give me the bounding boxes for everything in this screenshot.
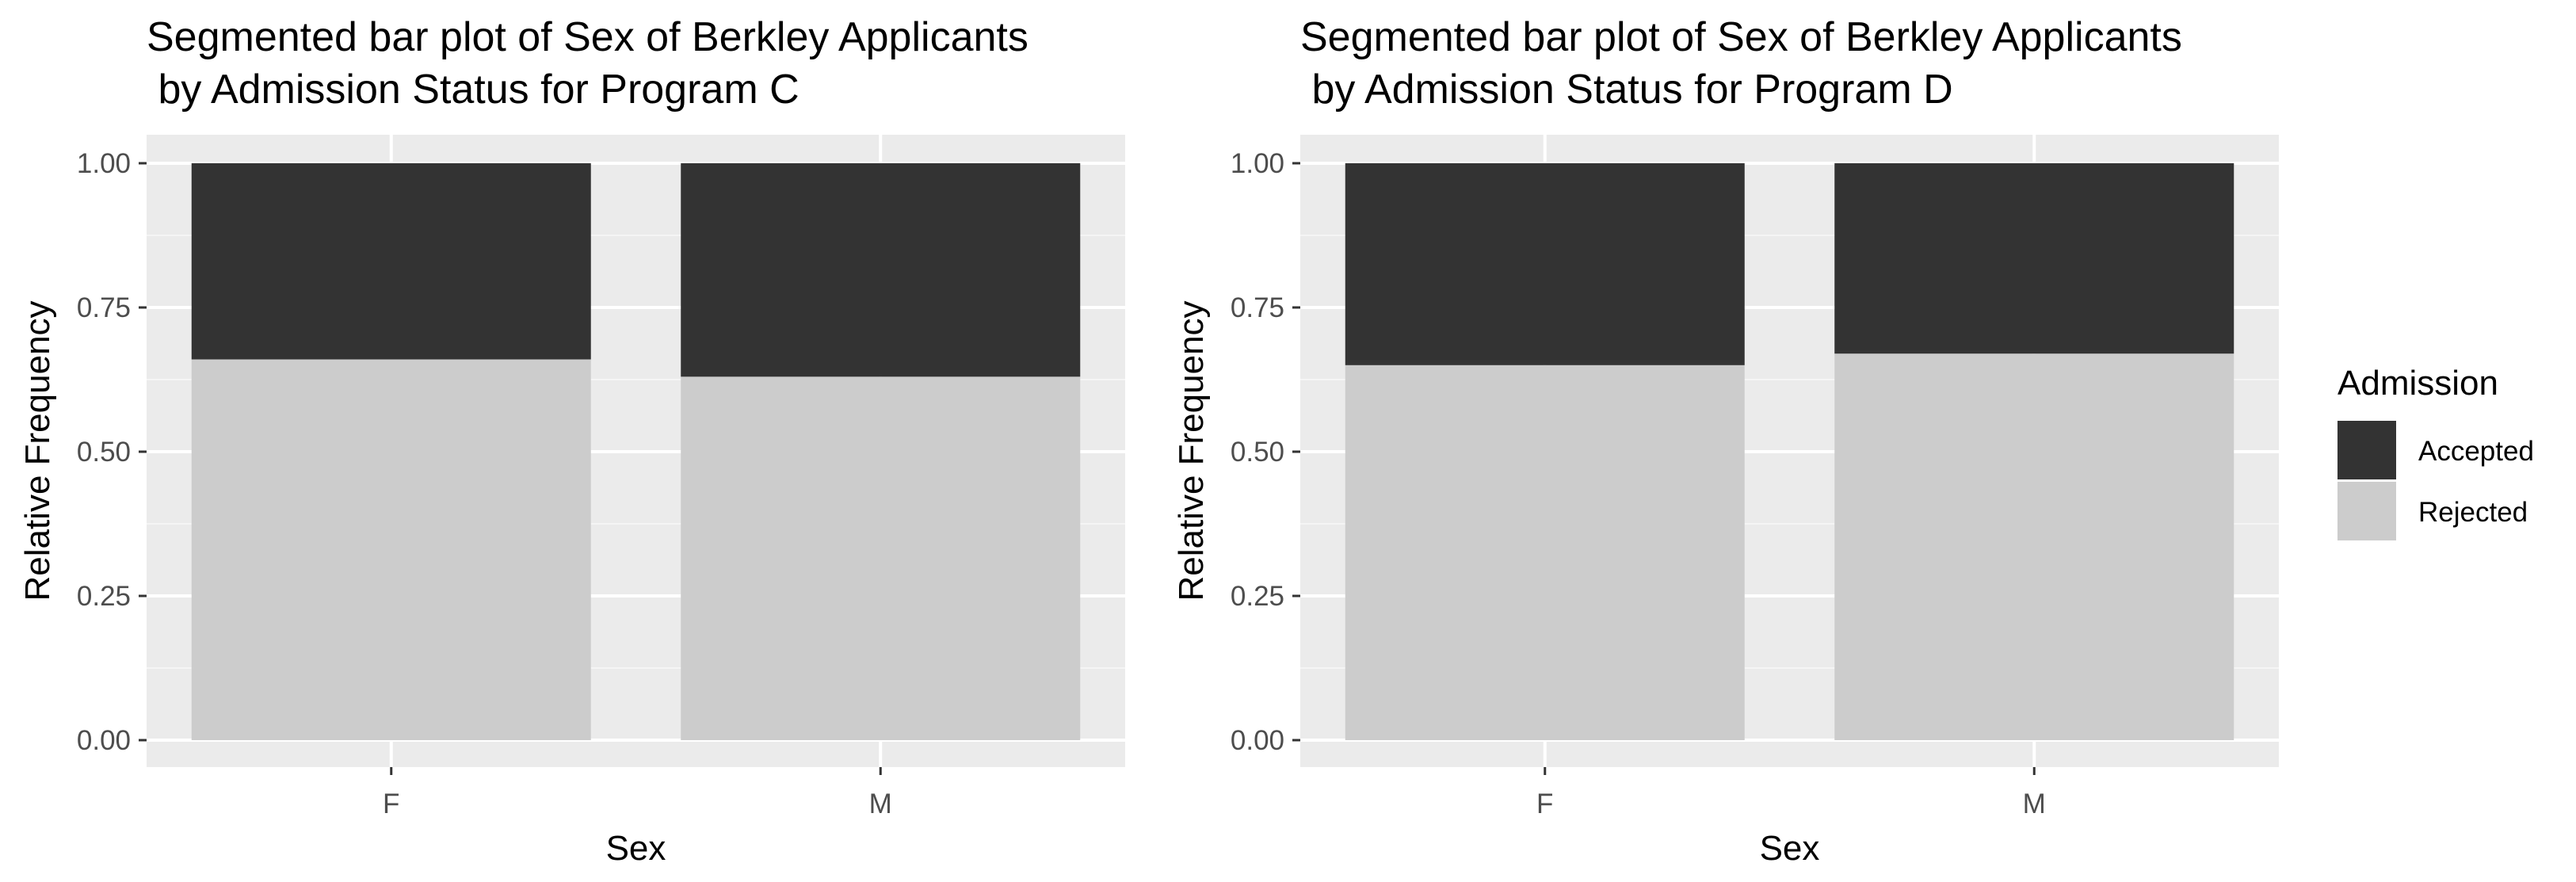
x-tick-label: F (383, 788, 399, 819)
chart-title-line: Segmented bar plot of Sex of Berkley App… (1300, 14, 2182, 60)
y-tick-label: 0.25 (77, 581, 131, 612)
y-axis-title: Relative Frequency (18, 300, 57, 601)
x-tick-label: M (2023, 788, 2046, 819)
y-tick-label: 0.25 (1231, 581, 1284, 612)
y-axis-title: Relative Frequency (1172, 300, 1211, 601)
bar-rejected-m (681, 376, 1081, 740)
bar-rejected-f (1345, 365, 1745, 740)
legend-title: Admission (2337, 364, 2498, 403)
chart-title: Segmented bar plot of Sex of Berkley App… (147, 14, 1028, 113)
bar-rejected-f (191, 359, 591, 740)
y-tick-label: 1.00 (1231, 148, 1284, 179)
chart-title: Segmented bar plot of Sex of Berkley App… (1300, 14, 2182, 113)
legend-key-rejected (2337, 482, 2396, 540)
y-tick-label: 0.50 (77, 437, 131, 468)
y-tick-label: 0.50 (1231, 437, 1284, 468)
x-axis-title: Sex (606, 829, 666, 868)
legend-label: Rejected (2418, 497, 2528, 528)
y-tick-label: 0.75 (77, 292, 131, 323)
chart-title-line: by Admission Status for Program D (1300, 67, 1953, 113)
x-tick-label: M (869, 788, 892, 819)
chart-panel-1: Segmented bar plot of Sex of Berkley App… (18, 14, 1125, 868)
bar-accepted-f (191, 163, 591, 360)
bar-accepted-m (681, 163, 1081, 377)
chart-title-line: Segmented bar plot of Sex of Berkley App… (147, 14, 1028, 60)
x-axis-title: Sex (1760, 829, 1820, 868)
y-tick-label: 1.00 (77, 148, 131, 179)
legend-label: Accepted (2418, 436, 2534, 467)
chart-panel-2: Segmented bar plot of Sex of Berkley App… (1172, 14, 2279, 868)
bar-accepted-m (1834, 163, 2234, 354)
legend-key-accepted (2337, 421, 2396, 479)
y-tick-label: 0.00 (1231, 725, 1284, 756)
y-tick-label: 0.00 (77, 725, 131, 756)
x-tick-label: F (1536, 788, 1553, 819)
y-tick-label: 0.75 (1231, 292, 1284, 323)
chart-title-line: by Admission Status for Program C (147, 67, 800, 113)
bar-accepted-f (1345, 163, 1745, 365)
legend: Admission Accepted Rejected (2337, 364, 2534, 540)
bar-rejected-m (1834, 353, 2234, 740)
